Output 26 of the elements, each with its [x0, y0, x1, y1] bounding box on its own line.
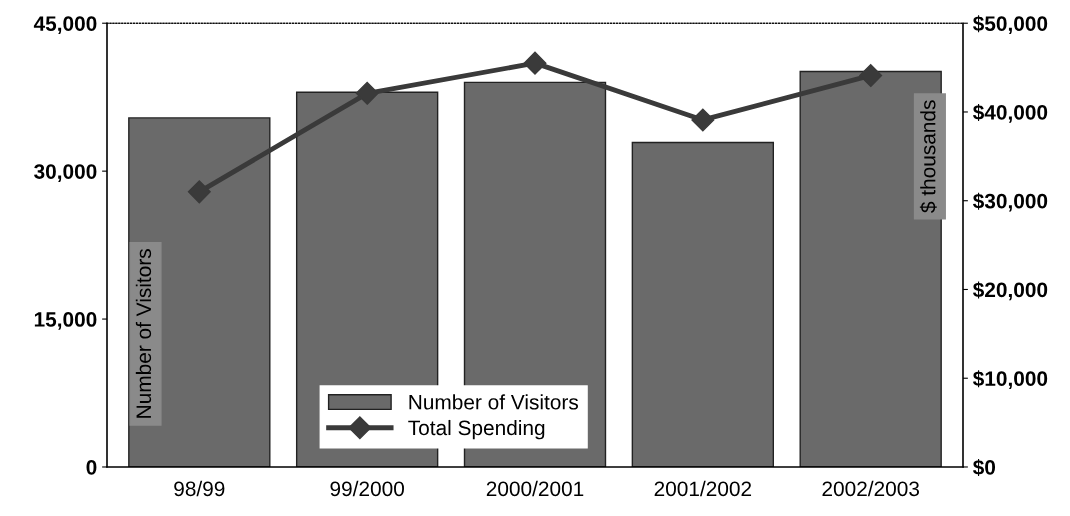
x-tick-label: 99/2000	[330, 480, 404, 497]
y2-tick-label: $40,000	[973, 104, 1048, 123]
x-tick-label: 2001/2002	[654, 480, 752, 497]
x-tick-label: 98/99	[174, 480, 225, 497]
y-tick-label: 45,000	[33, 16, 97, 34]
y-tick-label: 0	[86, 459, 97, 475]
bar	[799, 70, 942, 467]
bar	[631, 141, 775, 467]
y2-tick-label: $30,000	[973, 192, 1048, 212]
point	[355, 81, 379, 105]
x-tick-label: 2000/2001	[486, 480, 584, 497]
x-tick-label: 2002/2003	[822, 480, 920, 497]
legend-label: Number of Visitors	[409, 394, 579, 410]
point	[523, 51, 547, 75]
y2-axis-title: $ thousands	[919, 100, 937, 213]
point	[187, 180, 211, 204]
y-axis-title: Number of Visitors	[135, 249, 152, 418]
y-tick-label: 30,000	[34, 164, 97, 182]
legend-label: Total Spending	[408, 419, 545, 440]
y2-tick-label: $10,000	[973, 370, 1048, 389]
point	[691, 108, 715, 132]
y-tick-label: 15,000	[34, 312, 97, 330]
y2-tick-label: $0	[973, 459, 996, 477]
y2-tick-label: $50,000	[973, 15, 1048, 34]
point	[859, 64, 883, 88]
y2-tick-label: $20,000	[973, 281, 1048, 301]
